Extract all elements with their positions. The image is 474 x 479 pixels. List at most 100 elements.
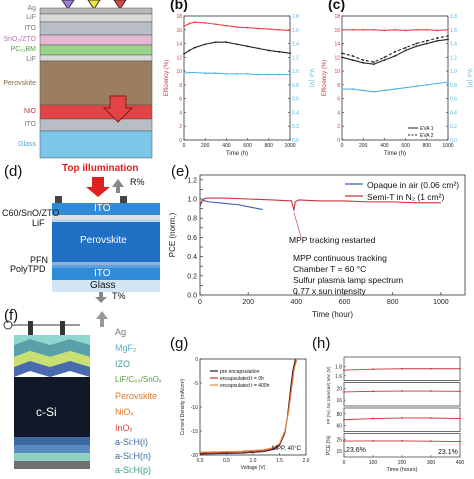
y-tick-label: 0: [337, 138, 340, 144]
data-point: [278, 73, 281, 76]
data-point: [436, 39, 439, 42]
y-tick-label: 0.6: [187, 235, 197, 242]
layer-ito-bottom: [52, 268, 160, 280]
data-point: [362, 89, 365, 92]
e-annotation-mpp: MPP tracking restarted: [289, 235, 376, 245]
e-legend-2: Semi-T in N₂ (1 cm²): [367, 192, 445, 202]
layer-asi-n: [14, 445, 90, 453]
mpp-pointer: [293, 212, 302, 238]
y2-tick-label: 1.2: [292, 55, 299, 61]
x-tick-label: 200: [359, 143, 368, 149]
data-point: [341, 56, 343, 59]
transmission-arrow-icon: [95, 297, 107, 303]
series-line-1: [199, 197, 441, 211]
y-tick-label: 12: [334, 55, 340, 61]
y2-axis-label: Vₒc (V): [466, 69, 472, 88]
layer-polytpd: [52, 265, 160, 268]
data-point: [415, 45, 418, 48]
e-condition-1: MPP continuous tracking: [293, 253, 387, 263]
y-tick-label: 2: [179, 124, 182, 130]
y-tick-label: 15: [336, 449, 342, 455]
panel-g-chart: 0.0 0.5 1.0 1.5 2.0 -20 -15 -10 -5 0 Voltage (V) Cu…: [180, 357, 310, 471]
data-point: [214, 41, 217, 44]
data-point: [183, 72, 185, 75]
data-point: [343, 418, 345, 421]
y-tick-label: 20: [336, 386, 342, 392]
y2-tick-label: 1.8: [450, 14, 457, 20]
data-point: [188, 71, 191, 74]
x-tick-label: 300: [427, 460, 436, 466]
data-point: [372, 440, 374, 442]
x-tick-label: 400: [222, 143, 231, 149]
yellow-arrow-icon: [87, 0, 101, 10]
data-point: [225, 24, 228, 27]
data-point: [430, 440, 432, 443]
data-point: [425, 28, 428, 31]
y-tick-label: -15: [191, 429, 198, 435]
f-layer-nio: NiOₓ: [115, 407, 134, 417]
data-point: [401, 440, 403, 442]
y-axis-label-pce: PCE (%): [326, 435, 332, 455]
data-point: [267, 73, 270, 76]
y2-tick-label: 1.6: [450, 28, 457, 34]
data-point: [362, 61, 365, 64]
panel-a-stack: Ag LiF ITO SnO₂/ZTO PC₆₁BM LiF Perovskit…: [0, 0, 160, 160]
x-axis-label: Voltage (V): [241, 465, 266, 471]
data-point: [204, 43, 207, 46]
x-axis-label: Time (hours): [387, 467, 418, 473]
layer-nio: [39, 104, 153, 120]
f-layer-lif: LiF/C₆₀/SnOₓ: [115, 375, 162, 384]
panel-h-chart: 1.6 1.8 16 20 60 80 15 25 0 100 200 300 400 Time (hou…: [326, 356, 464, 473]
data-point: [193, 71, 196, 74]
a-label-sno: SnO₂/ZTO: [3, 36, 36, 43]
data-point: [289, 52, 291, 55]
layer-csi: [14, 377, 90, 437]
layer-lif: [39, 54, 153, 62]
f-layer-perovskite: Perovskite: [115, 391, 158, 401]
data-point: [225, 72, 228, 75]
x-tick-label: 600: [339, 299, 351, 306]
layer-lif-top: [39, 13, 153, 23]
y-axis-label-mid: FF (%) Jsc (mA/cm²) Voc (V): [326, 366, 331, 424]
series-line-0: [183, 21, 291, 32]
contact-right: [120, 196, 127, 203]
y-tick-label: 1.2: [187, 177, 197, 184]
light-arrow-icon: [96, 311, 108, 319]
data-point: [372, 63, 375, 66]
data-point: [394, 50, 396, 53]
y-tick-label: 10: [176, 69, 182, 75]
f-layer-ino: InOₓ: [115, 423, 133, 433]
layer-perovskite: [39, 60, 153, 106]
legend-label-eva1: EVA 1: [420, 126, 434, 132]
data-point: [193, 46, 196, 49]
data-point: [188, 49, 191, 52]
layer-ito-bottom: [39, 118, 153, 132]
panel-a-diagram: [39, 0, 153, 159]
data-point: [436, 29, 439, 32]
data-point: [188, 22, 191, 25]
y2-tick-label: 0.4: [292, 110, 299, 116]
data-point: [430, 390, 432, 392]
data-point: [415, 42, 418, 45]
series-line-2: [199, 358, 298, 453]
data-point: [351, 28, 354, 31]
data-point: [383, 59, 386, 61]
y-tick-label: 8: [179, 83, 182, 89]
x-tick-label: 0: [341, 143, 344, 149]
data-point: [394, 28, 396, 31]
y-tick-label: -5: [194, 381, 199, 387]
data-point: [430, 367, 432, 370]
plot-frame: [341, 15, 449, 141]
data-point: [204, 21, 207, 24]
f-layer-mgf2: MgF₂: [115, 343, 137, 353]
data-point: [425, 83, 428, 86]
layer-glass: [52, 280, 160, 292]
data-point: [459, 417, 461, 420]
y-tick-label: 4: [179, 110, 182, 116]
y-tick-label: 60: [336, 424, 342, 430]
layer-ag: [39, 7, 153, 15]
layer-mgf2: [14, 335, 90, 345]
data-point: [289, 29, 291, 32]
panel-b-label: (b): [170, 0, 188, 12]
y2-tick-label: 0.2: [450, 124, 457, 130]
